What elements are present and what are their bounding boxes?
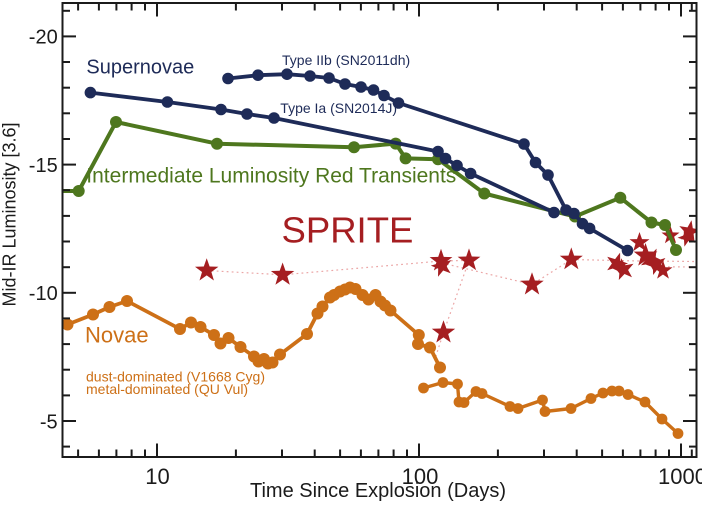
svg-text:Novae: Novae bbox=[85, 323, 149, 348]
svg-text:Mid-IR Luminosity [3.6]: Mid-IR Luminosity [3.6] bbox=[0, 122, 20, 306]
svg-text:-5: -5 bbox=[40, 411, 58, 433]
svg-text:-10: -10 bbox=[29, 283, 58, 305]
svg-text:10: 10 bbox=[145, 464, 169, 489]
svg-text:dust-dominated (V1668 Cyg): dust-dominated (V1668 Cyg) bbox=[86, 369, 265, 385]
svg-text:-20: -20 bbox=[29, 27, 58, 49]
svg-text:Type Ia (SN2014J): Type Ia (SN2014J) bbox=[280, 100, 397, 116]
svg-text:Time Since Explosion (Days): Time Since Explosion (Days) bbox=[250, 480, 506, 502]
svg-text:metal-dominated (QU Vul): metal-dominated (QU Vul) bbox=[86, 381, 248, 397]
svg-text:Supernovae: Supernovae bbox=[86, 57, 194, 79]
svg-text:Intermediate Luminosity Red Tr: Intermediate Luminosity Red Transients bbox=[86, 164, 456, 187]
svg-text:SPRITE: SPRITE bbox=[282, 209, 414, 250]
svg-text:-15: -15 bbox=[29, 155, 58, 177]
svg-text:1000: 1000 bbox=[658, 464, 702, 489]
svg-text:100: 100 bbox=[402, 464, 439, 489]
svg-text:Type IIb (SN2011dh): Type IIb (SN2011dh) bbox=[282, 52, 410, 68]
